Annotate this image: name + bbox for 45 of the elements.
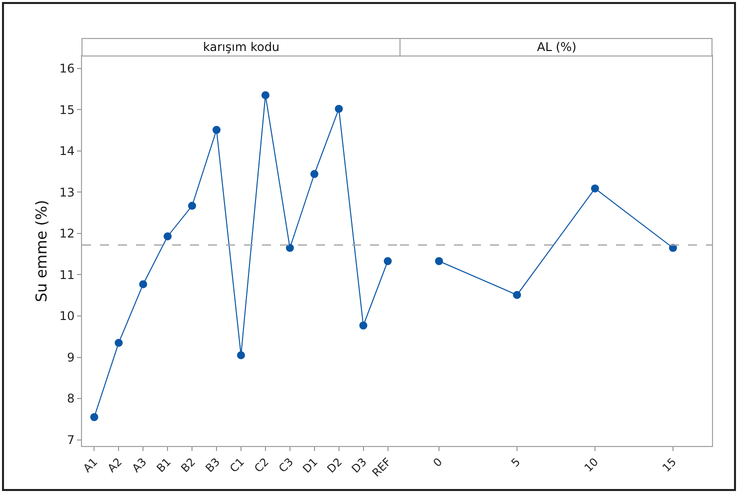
- point: [359, 321, 368, 330]
- x-tick-label: A2: [105, 456, 125, 475]
- point: [310, 170, 318, 178]
- y-tick-label: 13: [59, 185, 75, 200]
- y-tick-label: 9: [66, 350, 75, 364]
- point: [114, 338, 123, 347]
- x-tick-label: D3: [349, 456, 370, 476]
- x-tick-label: A3: [130, 456, 150, 475]
- point: [286, 244, 294, 252]
- point: [164, 232, 172, 240]
- y-tick-label: 8: [66, 392, 75, 406]
- point: [384, 257, 392, 266]
- x-tick-label: B1: [154, 456, 174, 475]
- y-tick-label: 11: [59, 268, 75, 282]
- x-tick-label: D2: [324, 456, 345, 476]
- x-tick-label: 5: [508, 456, 524, 470]
- y-tick-label: 16: [59, 62, 75, 76]
- x-tick-label: A1: [80, 456, 100, 475]
- x-tick-label: B2: [178, 456, 198, 475]
- point: [513, 290, 521, 299]
- y-tick-label: 15: [59, 102, 75, 117]
- x-tick-label: B3: [203, 456, 223, 475]
- x-tick-label: C1: [227, 456, 248, 476]
- y-tick-label: 10: [59, 309, 75, 324]
- y-tick-label: 7: [66, 433, 75, 448]
- point: [90, 413, 98, 422]
- x-tick-label: 15: [660, 456, 680, 475]
- x-tick-label: 0: [430, 456, 446, 470]
- point: [435, 257, 443, 266]
- x-tick-label: D1: [300, 456, 320, 476]
- point: [212, 126, 221, 134]
- point: [261, 91, 270, 100]
- y-tick-label: 12: [59, 226, 75, 241]
- y-axis-title: Su emme (%): [32, 200, 51, 302]
- x-tick-label: C3: [276, 456, 296, 476]
- x-tick-label: C2: [252, 456, 272, 476]
- chart-title: AL (%): [537, 40, 576, 54]
- point: [334, 104, 343, 113]
- point: [139, 280, 148, 288]
- point: [188, 202, 196, 210]
- x-tick-label: 10: [582, 456, 602, 475]
- y-tick-label: 14: [59, 144, 75, 158]
- point: [237, 351, 245, 360]
- chart-title: karışım kodu: [203, 40, 280, 54]
- point: [591, 184, 599, 192]
